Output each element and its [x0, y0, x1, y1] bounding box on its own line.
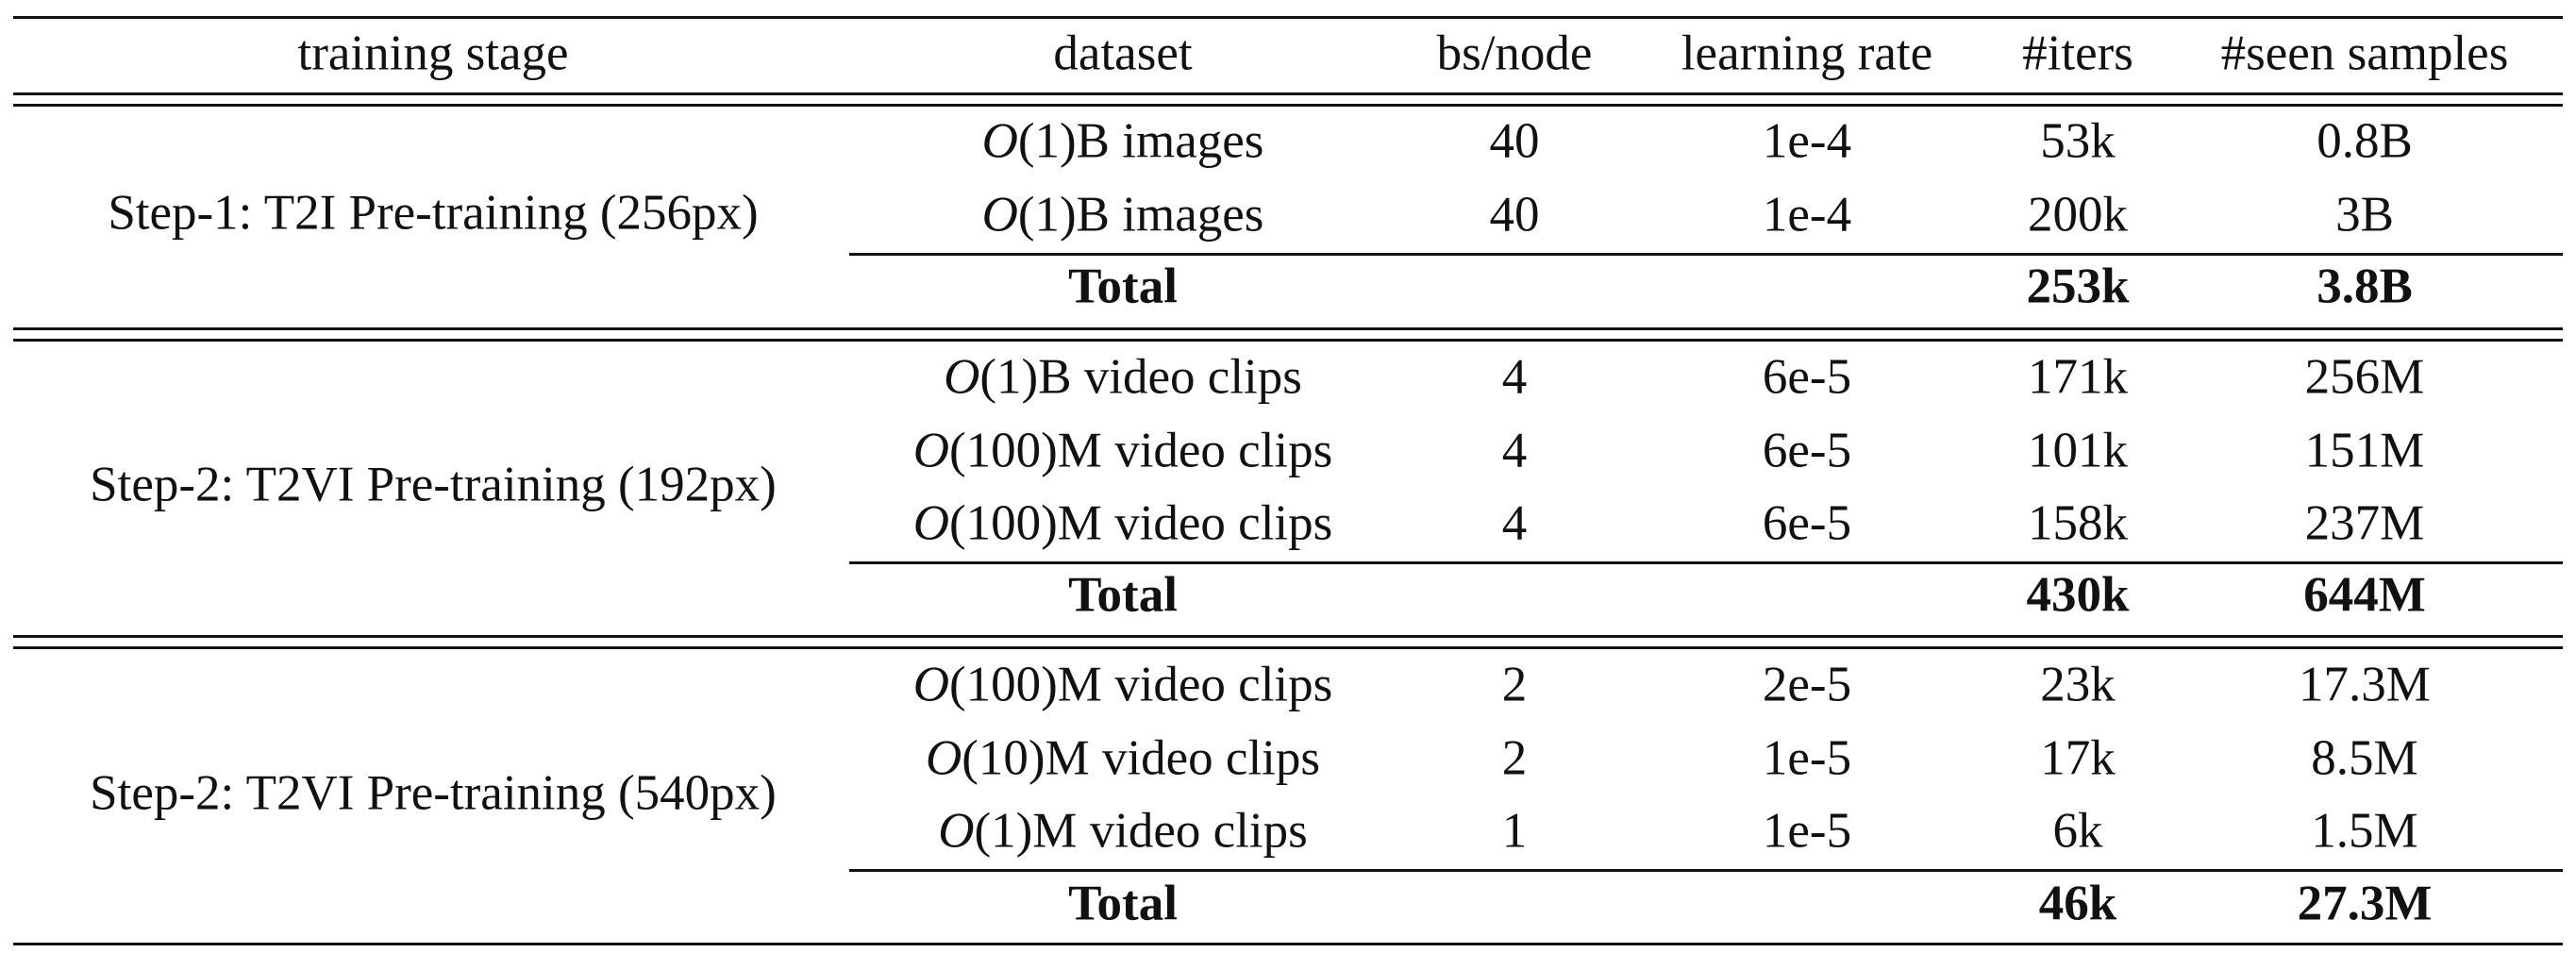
bs-node-cell: 2 [1501, 730, 1528, 786]
total-label: Total [1068, 259, 1178, 314]
group2-total-rule [849, 561, 2563, 564]
total-seen-samples: 3.8B [2317, 259, 2413, 314]
group2-end-rule-1 [13, 635, 2563, 638]
total-seen-samples: 644M [2303, 567, 2426, 623]
top-rule [13, 16, 2563, 19]
total-iters: 46k [2038, 876, 2117, 931]
iters-cell: 200k [2028, 187, 2128, 242]
bs-node-cell: 2 [1501, 657, 1528, 712]
header-rule-2 [13, 104, 2563, 107]
seen-samples-cell: 3B [2335, 187, 2394, 242]
header-training-stage: training stage [297, 25, 569, 81]
bs-node-cell: 4 [1501, 423, 1528, 478]
seen-samples-cell: 8.5M [2311, 730, 2418, 786]
dataset-cell: O(1)B images [981, 187, 1264, 242]
learning-rate-cell: 1e-4 [1762, 187, 1852, 242]
header-dataset: dataset [1053, 25, 1193, 81]
dataset-cell: O(1)B images [981, 113, 1264, 169]
seen-samples-cell: 1.5M [2311, 803, 2418, 859]
learning-rate-cell: 2e-5 [1762, 657, 1852, 712]
header-bs-node: bs/node [1436, 25, 1593, 81]
iters-cell: 158k [2028, 495, 2128, 551]
dataset-cell: O(100)M video clips [912, 657, 1333, 712]
learning-rate-cell: 1e-5 [1762, 803, 1852, 859]
group1-end-rule-1 [13, 327, 2563, 330]
dataset-cell: O(10)M video clips [925, 730, 1321, 786]
header-seen-samples: #seen samples [2220, 25, 2509, 81]
seen-samples-cell: 0.8B [2317, 113, 2413, 169]
learning-rate-cell: 6e-5 [1762, 349, 1852, 405]
group3-total-rule [849, 869, 2563, 872]
group2-end-rule-2 [13, 646, 2563, 649]
group1-end-rule-2 [13, 339, 2563, 342]
seen-samples-cell: 17.3M [2299, 657, 2431, 712]
total-seen-samples: 27.3M [2297, 876, 2433, 931]
seen-samples-cell: 151M [2304, 423, 2425, 478]
iters-cell: 101k [2028, 423, 2128, 478]
bottom-rule [13, 943, 2563, 945]
seen-samples-cell: 256M [2304, 349, 2425, 405]
dataset-cell: O(1)M video clips [938, 803, 1308, 859]
group1-total-rule [849, 253, 2563, 256]
learning-rate-cell: 6e-5 [1762, 423, 1852, 478]
total-iters: 253k [2026, 259, 2130, 314]
header-rule-1 [13, 92, 2563, 95]
stage-label: Step-2: T2VI Pre-training (540px) [90, 765, 777, 821]
iters-cell: 23k [2040, 657, 2116, 712]
iters-cell: 171k [2028, 349, 2128, 405]
iters-cell: 6k [2052, 803, 2103, 859]
bs-node-cell: 1 [1501, 803, 1528, 859]
iters-cell: 17k [2040, 730, 2116, 786]
stage-label: Step-1: T2I Pre-training (256px) [108, 185, 759, 241]
learning-rate-cell: 1e-4 [1762, 113, 1852, 169]
bs-node-cell: 4 [1501, 495, 1528, 551]
bs-node-cell: 40 [1489, 187, 1540, 242]
learning-rate-cell: 6e-5 [1762, 495, 1852, 551]
total-iters: 430k [2026, 567, 2130, 623]
learning-rate-cell: 1e-5 [1762, 730, 1852, 786]
header-learning-rate: learning rate [1681, 25, 1933, 81]
seen-samples-cell: 237M [2304, 495, 2425, 551]
dataset-cell: O(1)B video clips [944, 349, 1302, 405]
total-label: Total [1068, 876, 1178, 931]
dataset-cell: O(100)M video clips [912, 423, 1333, 478]
total-label: Total [1068, 567, 1178, 623]
bs-node-cell: 4 [1501, 349, 1528, 405]
bs-node-cell: 40 [1489, 113, 1540, 169]
stage-label: Step-2: T2VI Pre-training (192px) [90, 457, 777, 512]
header-iters: #iters [2022, 25, 2133, 81]
iters-cell: 53k [2040, 113, 2116, 169]
dataset-cell: O(100)M video clips [912, 495, 1333, 551]
